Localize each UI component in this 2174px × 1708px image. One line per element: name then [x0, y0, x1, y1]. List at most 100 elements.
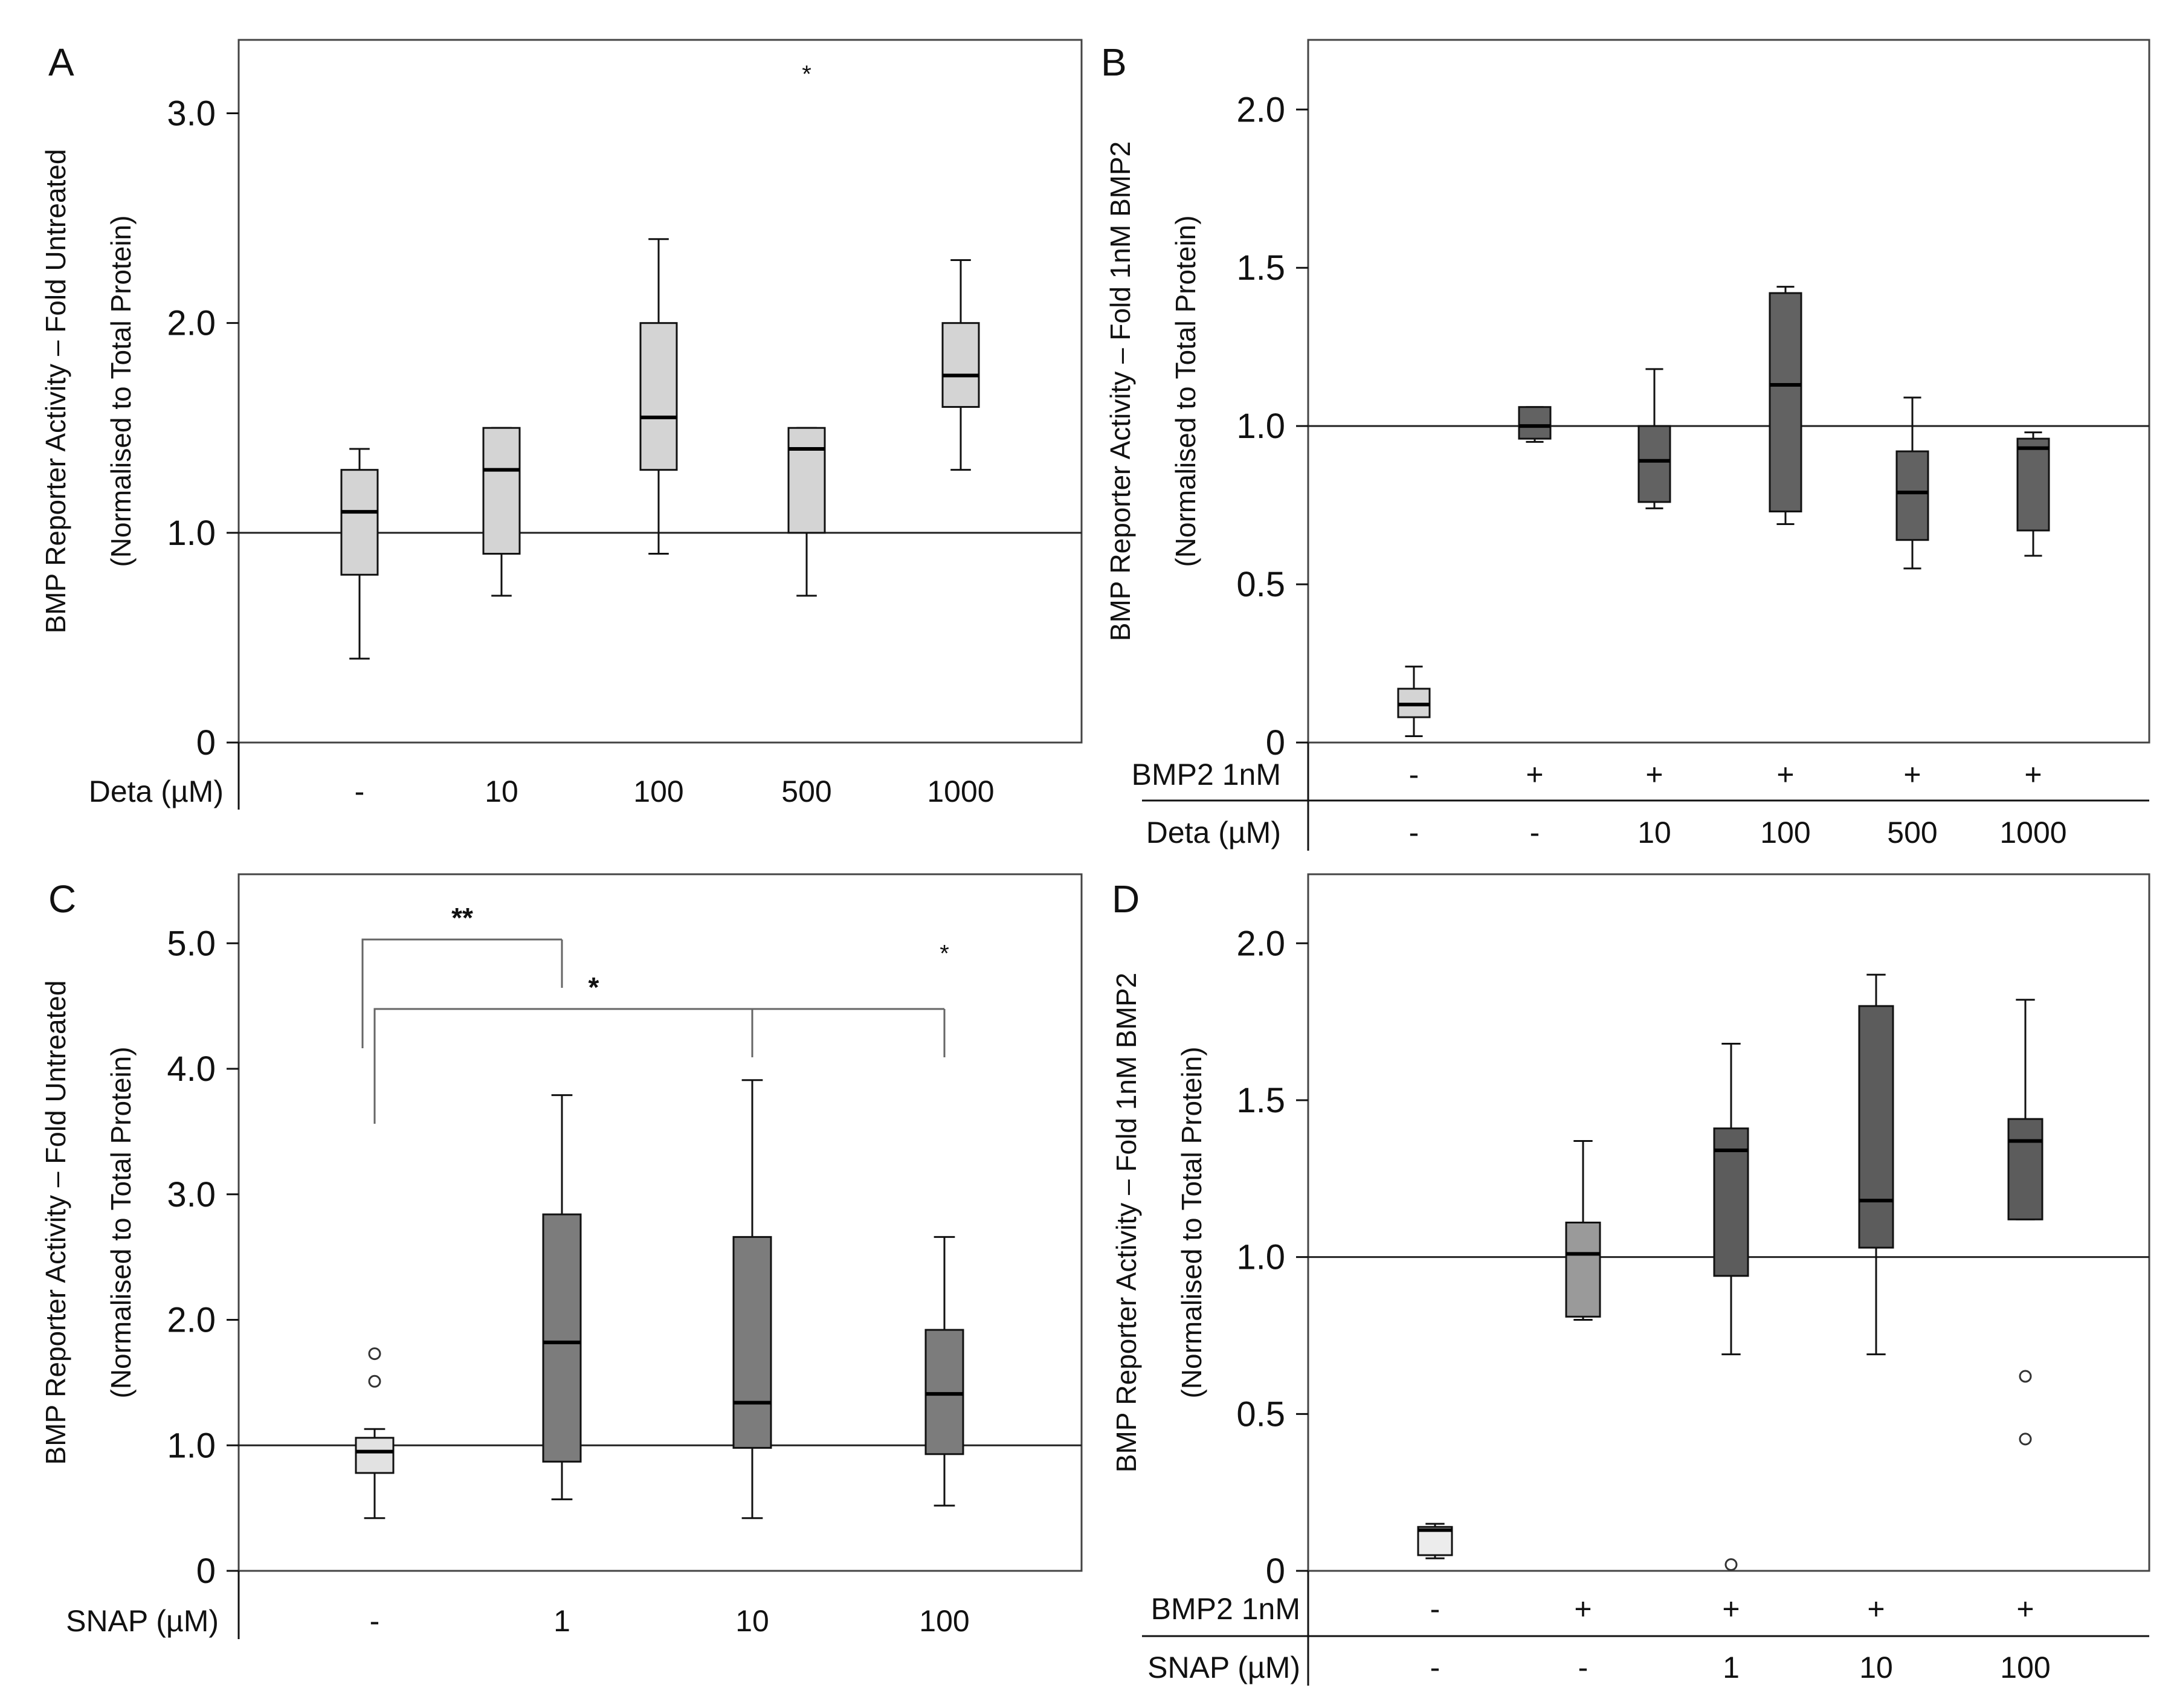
y-axis-label-d-1: BMP Reporter Activity – Fold 1nM BMP2	[1111, 973, 1142, 1472]
y-tick-label-b-4: 2.0	[1236, 90, 1285, 129]
box-b-4	[1895, 396, 1929, 570]
y-tick-label-c-5: 5.0	[167, 924, 216, 963]
y-tick-label-c-4: 4.0	[167, 1049, 216, 1089]
box-body	[1637, 425, 1671, 503]
panel-letter-d: D	[1112, 877, 1140, 921]
bracket-line	[373, 1008, 944, 1124]
significance-label: *	[589, 972, 599, 1003]
outlier-d-2	[2019, 1432, 2032, 1446]
y-axis-label-b-2: (Normalised to Total Protein)	[1170, 215, 1201, 567]
panel-a: A 0 1.0 2.0 3.0 BMP Reporter Activity – Fold …	[40, 39, 1083, 810]
panel-c: C 0 1.0 2.0 3.0 4.0 5.0 BMP Reporter Activity –…	[40, 873, 1083, 1639]
y-tick-label-c-3: 3.0	[167, 1175, 216, 1214]
significance-label: **	[451, 902, 473, 933]
box-c-2	[732, 1079, 772, 1519]
category-label-c-0-2: 10	[735, 1604, 769, 1638]
box-body	[1858, 1005, 1894, 1249]
category-label-b-1-0: -	[1409, 816, 1419, 849]
category-label-d-1-3: 10	[1859, 1651, 1893, 1684]
y-axis-label-a-1: BMP Reporter Activity – Fold Untreated	[40, 149, 71, 634]
plot-frame-a	[237, 39, 1083, 744]
box-c-0	[355, 1428, 395, 1519]
box-d-0	[1417, 1523, 1453, 1559]
significance-bracket-c-0: **	[361, 902, 563, 1048]
y-tick-label-a-0: 0	[196, 723, 216, 762]
category-label-c-0-0: -	[370, 1604, 380, 1638]
row-label-c-0: SNAP (µM)	[66, 1604, 219, 1638]
box-body	[2016, 437, 2050, 532]
extreme-marker-a-0: *	[802, 61, 811, 88]
y-tick-label-d-4: 2.0	[1236, 924, 1285, 963]
category-label-a-0-3: 500	[781, 775, 831, 808]
panel-letter-b: B	[1101, 40, 1127, 84]
box-body	[482, 427, 521, 555]
box-d-1	[1565, 1139, 1601, 1321]
y-tick-label-a-2: 2.0	[167, 304, 216, 343]
y-tick-label-d-3: 1.5	[1236, 1081, 1285, 1120]
panel-letter-c: C	[48, 877, 76, 921]
box-body	[340, 469, 379, 576]
category-label-b-0-5: +	[2024, 758, 2042, 791]
box-a-1	[482, 427, 521, 597]
box-body	[941, 322, 980, 408]
box-a-3	[787, 427, 826, 597]
y-axis-label-b-1: BMP Reporter Activity – Fold 1nM BMP2	[1105, 141, 1136, 641]
box-body	[355, 1437, 395, 1474]
y-tick-label-d-2: 1.0	[1236, 1238, 1285, 1277]
panel-d: D 0 0.5 1.0 1.5 2.0 BMP Reporter Activity – Fo…	[1111, 873, 2150, 1686]
category-label-a-0-2: 100	[633, 775, 683, 808]
panel-b: B 0 0.5 1.0 1.5 2.0 BMP Reporter Activity – Fo…	[1101, 39, 2150, 851]
box-a-4	[941, 259, 980, 471]
category-label-d-1-1: -	[1578, 1651, 1589, 1684]
box-b-2	[1637, 368, 1671, 509]
row-label-a-0: Deta (µM)	[89, 775, 224, 808]
category-label-b-1-2: 10	[1637, 816, 1671, 849]
y-tick-label-d-1: 0.5	[1236, 1394, 1285, 1434]
category-label-a-0-4: 1000	[927, 775, 994, 808]
significance-bracket-c-1: *	[373, 972, 946, 1124]
plot-frame-d	[1307, 873, 2150, 1572]
y-tick-label-b-2: 1.0	[1236, 407, 1285, 446]
category-label-b-1-3: 100	[1760, 816, 1810, 849]
category-label-d-1-4: 100	[2000, 1651, 2050, 1684]
category-label-b-0-2: +	[1645, 758, 1663, 791]
box-d-2	[1713, 1042, 1749, 1356]
box-body	[787, 427, 826, 534]
y-tick-label-a-3: 3.0	[167, 94, 216, 134]
box-body	[1565, 1222, 1601, 1318]
category-label-d-1-2: 1	[1723, 1651, 1740, 1684]
box-body	[2007, 1118, 2043, 1220]
y-axis-label-a-2: (Normalised to Total Protein)	[105, 215, 137, 567]
y-tick-label-c-0: 0	[196, 1552, 216, 1591]
y-axis-label-d-2: (Normalised to Total Protein)	[1176, 1046, 1207, 1398]
box-d-3	[1858, 973, 1894, 1356]
row-label-d-0: BMP2 1nM	[1151, 1592, 1300, 1626]
box-c-3	[924, 1236, 964, 1507]
y-tick-label-d-0: 0	[1266, 1552, 1285, 1591]
y-tick-label-b-3: 1.5	[1236, 248, 1285, 288]
y-axis-label-c-1: BMP Reporter Activity – Fold Untreated	[40, 981, 71, 1465]
box-b-1	[1518, 406, 1552, 443]
category-label-b-1-4: 500	[1887, 816, 1937, 849]
box-b-5	[2016, 431, 2050, 557]
box-body	[1518, 406, 1552, 440]
box-b-3	[1769, 286, 1802, 526]
box-b-0	[1397, 665, 1431, 738]
box-body	[1713, 1127, 1749, 1277]
box-body	[732, 1236, 772, 1449]
category-label-d-0-3: +	[1867, 1592, 1885, 1626]
extreme-marker-c-0: *	[940, 941, 949, 967]
category-label-d-1-0: -	[1430, 1651, 1440, 1684]
category-label-a-0-1: 10	[485, 775, 518, 808]
category-label-c-0-1: 1	[553, 1604, 570, 1638]
box-a-2	[639, 238, 678, 555]
box-body	[542, 1213, 582, 1463]
y-tick-label-a-1: 1.0	[167, 514, 216, 553]
category-label-b-0-4: +	[1903, 758, 1921, 791]
y-tick-label-c-2: 2.0	[167, 1301, 216, 1340]
row-label-b-1: Deta (µM)	[1146, 816, 1281, 849]
category-label-b-0-1: +	[1526, 758, 1543, 791]
category-label-c-0-3: 100	[919, 1604, 969, 1638]
y-tick-label-b-1: 0.5	[1236, 565, 1285, 604]
